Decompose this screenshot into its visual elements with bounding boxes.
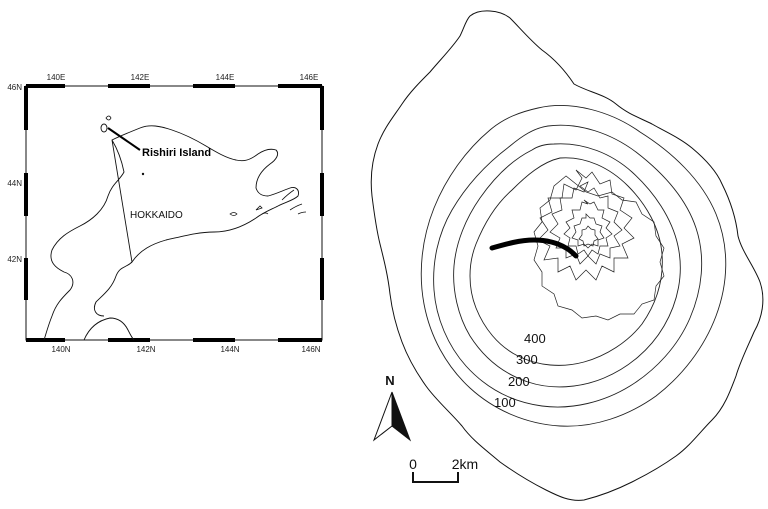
north-arrow-right-half bbox=[391, 391, 412, 442]
hokkaido-coastline bbox=[43, 125, 299, 341]
contour-300 bbox=[453, 143, 681, 388]
top-tick-146e: 146E bbox=[300, 73, 319, 82]
lake-outline bbox=[229, 212, 238, 216]
hiking-trail bbox=[489, 237, 579, 259]
rishiri-pointer-line bbox=[107, 127, 141, 151]
rishiri-island-label: Rishiri Island bbox=[142, 147, 211, 159]
contour-400 bbox=[469, 157, 663, 366]
island-outline-2 bbox=[105, 115, 112, 121]
kuril-islands bbox=[255, 189, 307, 215]
scale-end-label: 2km bbox=[452, 456, 478, 472]
summit-contours bbox=[533, 169, 665, 321]
inset-frame-bars bbox=[24, 84, 324, 342]
honshu-coast bbox=[83, 317, 135, 341]
contour-label-200: 200 bbox=[508, 374, 530, 389]
contour-label-400: 400 bbox=[524, 331, 546, 346]
contour-100 bbox=[420, 105, 727, 427]
north-label: N bbox=[385, 373, 394, 388]
contour-200 bbox=[433, 124, 703, 408]
hokkaido-label: HOKKAIDO bbox=[130, 210, 183, 221]
north-arrow: N bbox=[372, 373, 412, 442]
town-dot bbox=[141, 172, 145, 176]
rishiri-island-shape bbox=[100, 123, 108, 133]
scale-bar-line bbox=[412, 472, 459, 483]
contour-label-300: 300 bbox=[516, 352, 538, 367]
scale-start-label: 0 bbox=[409, 456, 417, 472]
top-tick-140e: 140E bbox=[47, 73, 66, 82]
top-tick-142e: 142E bbox=[131, 73, 150, 82]
inset-map: 140E 142E 144E 146E 140N 142N 144N 146N … bbox=[7, 73, 324, 354]
left-tick-42n: 42N bbox=[7, 255, 22, 264]
bottom-tick-140n: 140N bbox=[51, 345, 70, 354]
scale-bar: 0 2km bbox=[409, 456, 478, 483]
left-tick-44n: 44N bbox=[7, 179, 22, 188]
top-tick-144e: 144E bbox=[216, 73, 235, 82]
island-coastline bbox=[370, 10, 764, 501]
north-arrow-left-half bbox=[372, 391, 393, 442]
bottom-tick-142n: 142N bbox=[136, 345, 155, 354]
island-contour-map: 400 300 200 100 bbox=[370, 10, 764, 501]
contour-label-100: 100 bbox=[494, 395, 516, 410]
bottom-tick-146n: 146N bbox=[301, 345, 320, 354]
bottom-tick-144n: 144N bbox=[220, 345, 239, 354]
left-tick-46n: 46N bbox=[7, 83, 22, 92]
